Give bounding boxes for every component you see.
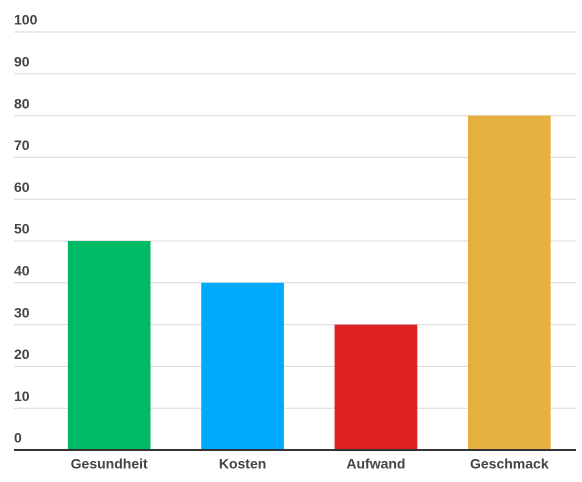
x-tick-label: Geschmack [470,456,549,472]
y-tick-label: 50 [14,221,30,237]
x-tick-label: Gesundheit [71,456,148,472]
y-tick-label: 90 [14,54,30,70]
y-tick-label: 40 [14,263,30,279]
x-tick-label: Kosten [219,456,266,472]
bar [334,324,418,450]
y-tick-label: 10 [14,388,30,404]
y-tick-label: 70 [14,137,30,153]
bar [467,115,551,450]
y-tick-label: 80 [14,95,30,111]
bar [201,282,284,450]
y-tick-label: 30 [14,304,30,320]
y-tick-label: 60 [14,179,30,195]
y-tick-label: 0 [14,430,22,446]
y-tick-label: 20 [14,346,30,362]
x-tick-label: Aufwand [346,456,405,472]
bar [67,241,151,450]
y-tick-label: 100 [14,12,38,28]
